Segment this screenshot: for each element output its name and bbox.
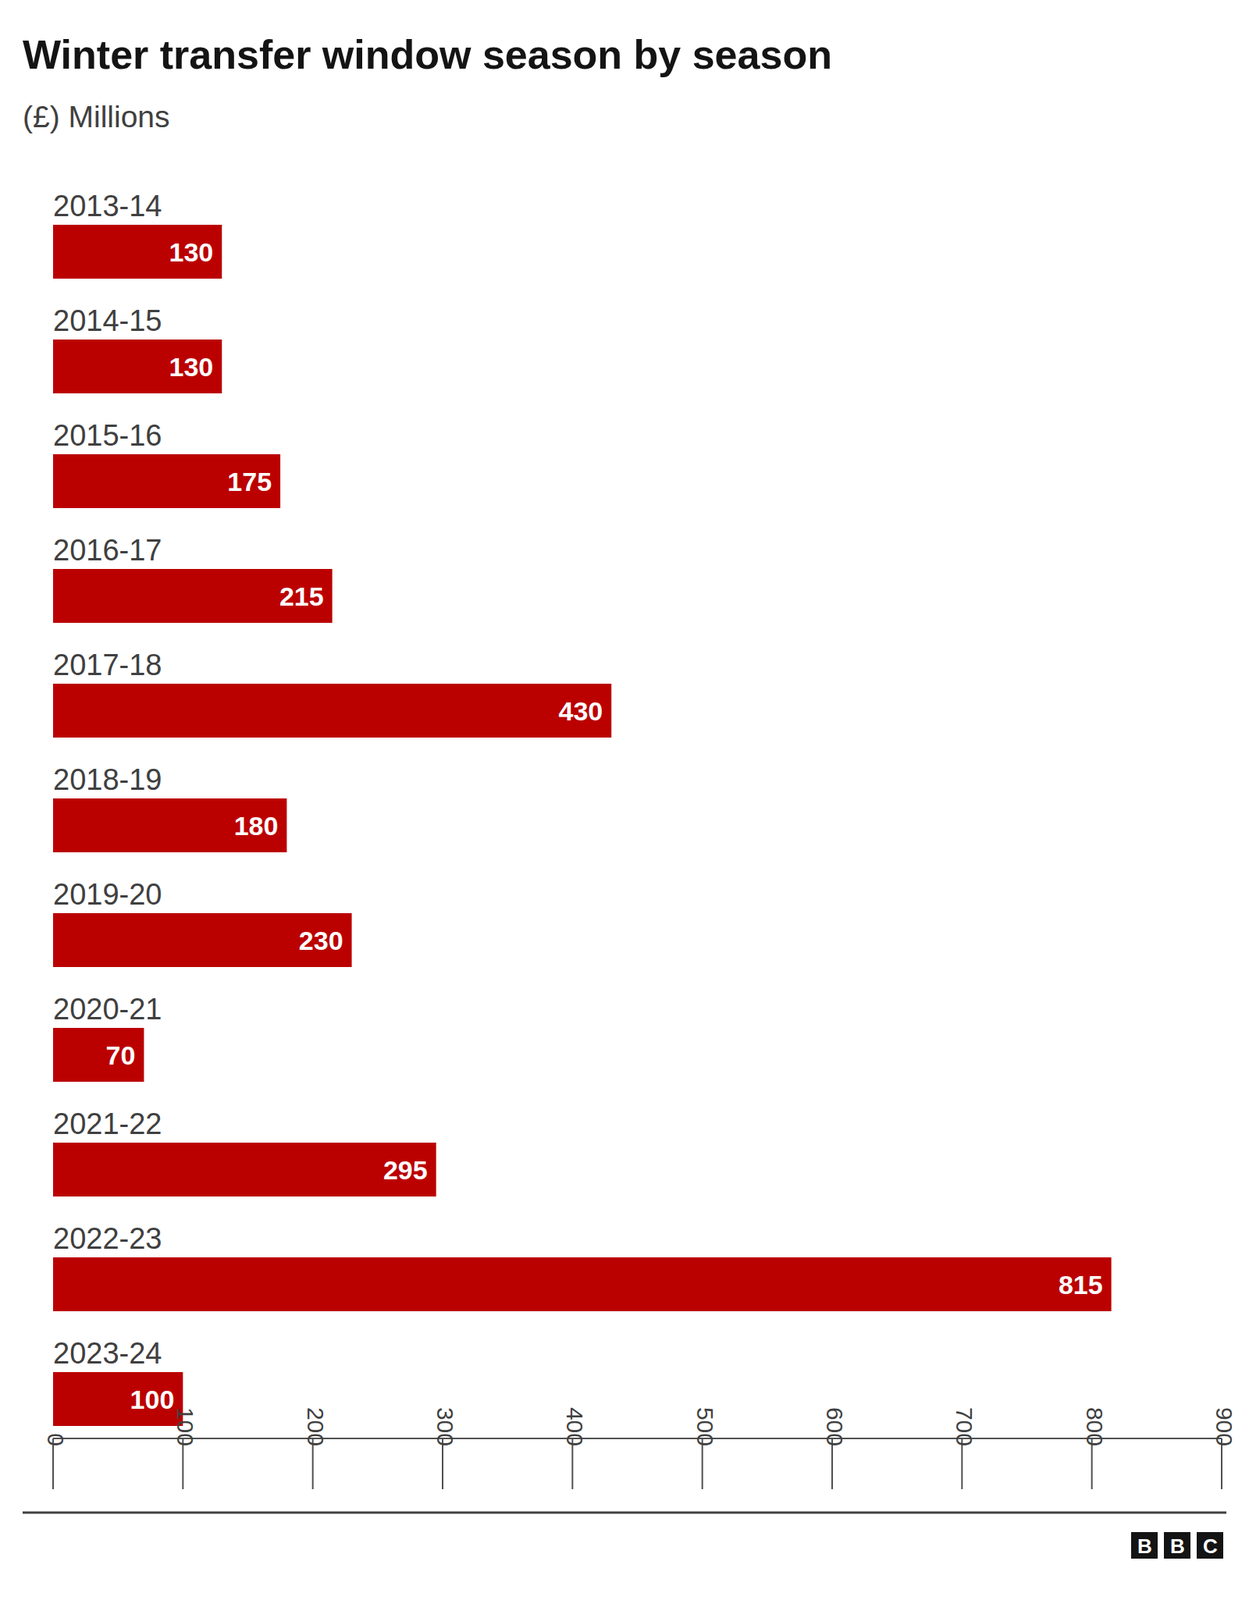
- bar: [53, 1142, 437, 1197]
- bar: [53, 1028, 144, 1082]
- data-label: 295: [383, 1155, 428, 1185]
- data-label: 175: [227, 466, 272, 497]
- bar: [53, 913, 353, 968]
- bar: [53, 1372, 183, 1427]
- category-label: 2017-18: [53, 648, 162, 682]
- category-label: 2023-24: [53, 1337, 162, 1370]
- data-label: 130: [168, 352, 214, 382]
- data-label: 430: [558, 696, 603, 726]
- data-label: 815: [1058, 1270, 1104, 1300]
- subtitle: (£) Millions: [22, 99, 171, 134]
- x-tick-label: 400: [562, 1407, 588, 1447]
- bars: [53, 224, 1112, 1427]
- x-tick-label: 0: [42, 1433, 69, 1447]
- category-label: 2013-14: [53, 189, 162, 223]
- title: Winter transfer window season by season: [22, 32, 833, 78]
- logo: BBC: [1131, 1532, 1236, 1559]
- bar: [53, 569, 333, 623]
- x-tick-label: 800: [1081, 1407, 1108, 1447]
- chart-svg: Winter transfer window season by season (…: [0, 0, 1249, 1600]
- footer-rule: [22, 1512, 1227, 1515]
- bar: [53, 454, 281, 509]
- category-label: 2014-15: [53, 304, 162, 338]
- bar: [53, 224, 222, 279]
- category-label: 2022-23: [53, 1222, 162, 1256]
- category-label: 2021-22: [53, 1107, 162, 1141]
- category-label: 2020-21: [53, 992, 162, 1026]
- data-label: 230: [298, 925, 344, 956]
- bar: [53, 798, 287, 853]
- category-label: 2019-20: [53, 878, 162, 911]
- x-tick-label: 300: [432, 1407, 459, 1447]
- x-tick-label: 100: [172, 1407, 199, 1447]
- bar: [53, 683, 612, 738]
- data-label: 130: [168, 237, 214, 267]
- x-tick-label: 700: [951, 1407, 978, 1447]
- x-tick-label: 500: [692, 1407, 719, 1447]
- logo-text: BBC: [1137, 1534, 1236, 1559]
- category-label: 2015-16: [53, 419, 162, 452]
- bar: [53, 339, 222, 394]
- category-label: 2018-19: [53, 763, 162, 797]
- bar: [53, 1257, 1112, 1312]
- data-label: 180: [234, 811, 279, 841]
- category-label: 2016-17: [53, 533, 162, 567]
- chart-container: Winter transfer window season by season (…: [0, 0, 1249, 1600]
- labels: 2013-141302014-151302015-161752016-17215…: [53, 189, 1104, 1415]
- data-label: 100: [130, 1384, 175, 1415]
- data-label: 215: [279, 581, 324, 612]
- x-tick-label: 600: [821, 1407, 848, 1447]
- x-tick-label: 200: [302, 1407, 329, 1447]
- x-tick-label: 900: [1211, 1407, 1238, 1447]
- x-axis-line: [53, 1437, 1222, 1440]
- data-label: 70: [106, 1040, 136, 1071]
